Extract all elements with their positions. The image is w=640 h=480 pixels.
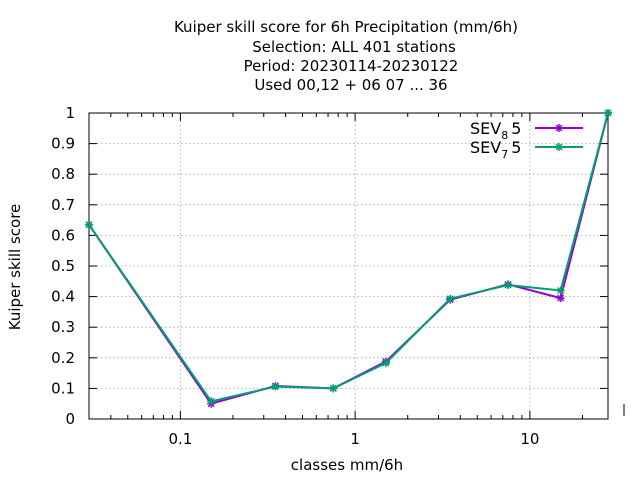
y-tick-label: 0.1 <box>51 379 75 397</box>
data-point <box>207 397 216 406</box>
x-tick-label: 1 <box>350 430 360 448</box>
point-d2 <box>557 294 565 302</box>
series-layer <box>85 109 612 408</box>
y-tick-label: 0.7 <box>51 196 75 214</box>
point-d2 <box>207 397 215 405</box>
data-point <box>556 286 565 295</box>
legend-label-main: SEV <box>470 119 501 138</box>
data-point <box>556 294 565 303</box>
data-point <box>504 280 513 289</box>
title-line-4: Used 00,12 + 06 07 ... 36 <box>254 76 447 94</box>
y-tick-label: 0.6 <box>51 226 75 244</box>
point-d2 <box>504 281 512 289</box>
legend-marker-1 <box>555 124 563 132</box>
data-point <box>446 294 455 303</box>
data-point <box>329 384 338 393</box>
tick-labels: 0 0.1 0.2 0.3 0.4 0.5 0.6 0.7 0.8 0.9 1 0.1 1 10 <box>51 104 539 448</box>
y-axis-label: Kuiper skill score <box>6 204 24 331</box>
legend-label-tail: 5 <box>511 119 521 138</box>
legend-label-subscript: 8 <box>501 129 508 142</box>
y-tick-label: 0.5 <box>51 257 75 275</box>
y-tick-label: 0.2 <box>51 349 75 367</box>
y-tick-label: 1 <box>65 104 75 122</box>
legend-label-tail: 5 <box>511 138 521 157</box>
point-d2 <box>85 221 93 229</box>
point-d2 <box>555 143 563 151</box>
point-d2 <box>382 359 390 367</box>
point-d2 <box>271 383 279 391</box>
y-tick-label: 0.4 <box>51 288 75 306</box>
y-tick-label: 0.9 <box>51 135 75 153</box>
legend-label-2: SEV7 5 <box>470 138 521 161</box>
point-d2 <box>557 286 565 295</box>
point-d2 <box>329 384 337 392</box>
x-tick-label: 0.1 <box>168 430 192 448</box>
data-point <box>271 382 280 391</box>
title-line-3: Period: 20230114-20230122 <box>244 57 459 75</box>
y-tick-label: 0.3 <box>51 318 75 336</box>
y-tick-label: 0 <box>65 410 75 428</box>
legend-label-1: SEV8 5 <box>470 119 521 142</box>
y-tick-label: 0.8 <box>51 165 75 183</box>
legend-label-main: SEV <box>470 138 501 157</box>
point-d2 <box>555 124 563 132</box>
data-point <box>604 109 612 117</box>
data-point <box>85 220 93 229</box>
legend-label-subscript: 7 <box>501 148 508 161</box>
legend-marker-2 <box>555 143 563 151</box>
point-d2 <box>446 295 454 303</box>
title-line-1: Kuiper skill score for 6h Precipitation … <box>174 18 518 36</box>
x-tick-label: 10 <box>520 430 539 448</box>
title-line-2: Selection: ALL 401 stations <box>252 38 456 56</box>
x-axis-label: classes mm/6h <box>291 456 403 474</box>
chart-title: Kuiper skill score for 6h Precipitation … <box>174 18 518 94</box>
grid <box>89 113 608 419</box>
axis-ticks <box>89 112 608 420</box>
point-d2 <box>604 109 612 117</box>
data-point <box>381 359 390 368</box>
